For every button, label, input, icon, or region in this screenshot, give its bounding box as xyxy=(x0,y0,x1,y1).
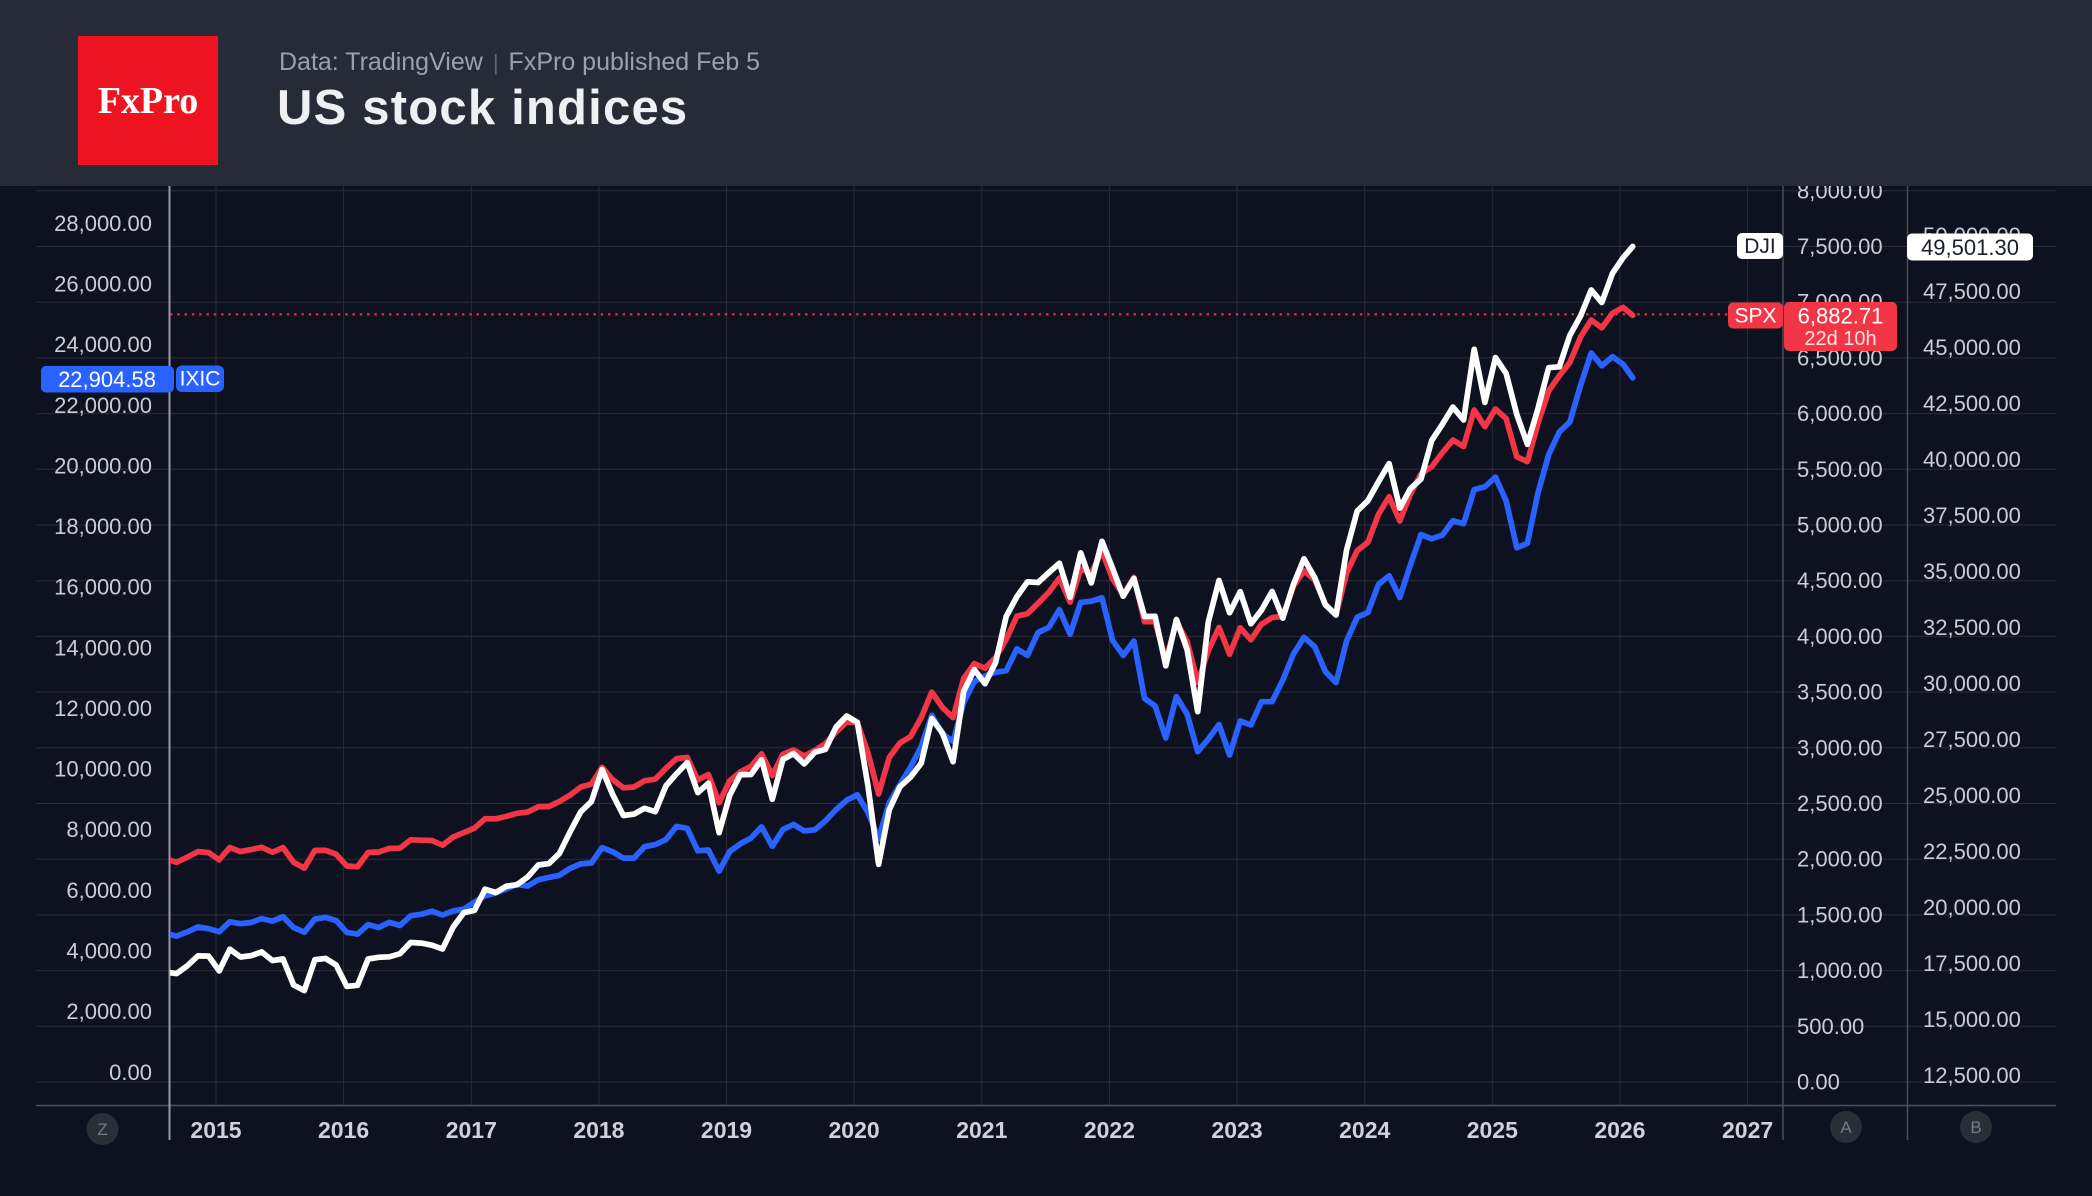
svg-text:37,500.00: 37,500.00 xyxy=(1923,503,2021,528)
svg-text:4,500.00: 4,500.00 xyxy=(1797,568,1883,593)
svg-text:32,500.00: 32,500.00 xyxy=(1923,615,2021,640)
svg-text:2025: 2025 xyxy=(1467,1117,1518,1143)
svg-text:45,000.00: 45,000.00 xyxy=(1923,335,2021,360)
svg-text:8,000.00: 8,000.00 xyxy=(66,817,152,842)
svg-text:SPX: SPX xyxy=(1734,305,1776,328)
svg-text:2016: 2016 xyxy=(318,1117,369,1143)
svg-text:15,000.00: 15,000.00 xyxy=(1923,1007,2021,1032)
svg-text:6,000.00: 6,000.00 xyxy=(1797,401,1883,426)
svg-text:2017: 2017 xyxy=(446,1117,497,1143)
svg-text:27,500.00: 27,500.00 xyxy=(1923,727,2021,752)
svg-text:2024: 2024 xyxy=(1339,1117,1390,1143)
svg-text:2015: 2015 xyxy=(190,1117,241,1143)
svg-text:2019: 2019 xyxy=(701,1117,752,1143)
svg-text:B: B xyxy=(1970,1118,1981,1137)
svg-text:2026: 2026 xyxy=(1594,1117,1645,1143)
svg-text:2027: 2027 xyxy=(1722,1117,1773,1143)
svg-text:500.00: 500.00 xyxy=(1797,1014,1864,1039)
svg-text:7,500.00: 7,500.00 xyxy=(1797,234,1883,259)
svg-text:14,000.00: 14,000.00 xyxy=(54,635,152,660)
svg-text:4,000.00: 4,000.00 xyxy=(66,939,152,964)
svg-text:0.00: 0.00 xyxy=(109,1060,152,1085)
svg-text:3,500.00: 3,500.00 xyxy=(1797,680,1883,705)
svg-text:3,000.00: 3,000.00 xyxy=(1797,735,1883,760)
svg-text:25,000.00: 25,000.00 xyxy=(1923,783,2021,808)
svg-text:12,500.00: 12,500.00 xyxy=(1923,1063,2021,1088)
svg-text:2,500.00: 2,500.00 xyxy=(1797,791,1883,816)
svg-text:20,000.00: 20,000.00 xyxy=(54,453,152,478)
svg-text:18,000.00: 18,000.00 xyxy=(54,514,152,539)
svg-text:2020: 2020 xyxy=(829,1117,880,1143)
svg-text:5,000.00: 5,000.00 xyxy=(1797,513,1883,538)
svg-text:Z: Z xyxy=(97,1120,107,1139)
svg-text:5,500.00: 5,500.00 xyxy=(1797,457,1883,482)
svg-text:42,500.00: 42,500.00 xyxy=(1923,391,2021,416)
svg-text:A: A xyxy=(1840,1118,1852,1137)
svg-text:12,000.00: 12,000.00 xyxy=(54,696,152,721)
svg-text:IXIC: IXIC xyxy=(180,368,221,391)
svg-text:6,882.71: 6,882.71 xyxy=(1798,303,1884,328)
svg-text:17,500.00: 17,500.00 xyxy=(1923,951,2021,976)
svg-text:22,500.00: 22,500.00 xyxy=(1923,839,2021,864)
svg-text:1,000.00: 1,000.00 xyxy=(1797,958,1883,983)
svg-text:2022: 2022 xyxy=(1084,1117,1135,1143)
svg-text:16,000.00: 16,000.00 xyxy=(54,575,152,600)
svg-text:20,000.00: 20,000.00 xyxy=(1923,895,2021,920)
svg-text:1,500.00: 1,500.00 xyxy=(1797,902,1883,927)
svg-text:2,000.00: 2,000.00 xyxy=(1797,847,1883,872)
svg-text:26,000.00: 26,000.00 xyxy=(54,272,152,297)
svg-text:DJI: DJI xyxy=(1744,235,1776,258)
svg-text:35,000.00: 35,000.00 xyxy=(1923,559,2021,584)
svg-text:10,000.00: 10,000.00 xyxy=(54,757,152,782)
svg-text:2,000.00: 2,000.00 xyxy=(66,999,152,1024)
svg-text:2021: 2021 xyxy=(956,1117,1007,1143)
svg-text:6,000.00: 6,000.00 xyxy=(66,878,152,903)
svg-text:0.00: 0.00 xyxy=(1797,1070,1840,1095)
svg-text:40,000.00: 40,000.00 xyxy=(1923,447,2021,472)
svg-text:24,000.00: 24,000.00 xyxy=(54,332,152,357)
svg-text:4,000.00: 4,000.00 xyxy=(1797,624,1883,649)
svg-text:2018: 2018 xyxy=(573,1117,624,1143)
svg-text:30,000.00: 30,000.00 xyxy=(1923,671,2021,696)
svg-text:8,000.00: 8,000.00 xyxy=(1797,186,1883,203)
svg-text:28,000.00: 28,000.00 xyxy=(54,211,152,236)
svg-text:49,501.30: 49,501.30 xyxy=(1921,235,2019,260)
svg-text:47,500.00: 47,500.00 xyxy=(1923,279,2021,304)
svg-text:22d 10h: 22d 10h xyxy=(1804,328,1876,350)
svg-text:22,904.58: 22,904.58 xyxy=(58,367,156,392)
svg-text:22,000.00: 22,000.00 xyxy=(54,393,152,418)
svg-text:2023: 2023 xyxy=(1211,1117,1262,1143)
